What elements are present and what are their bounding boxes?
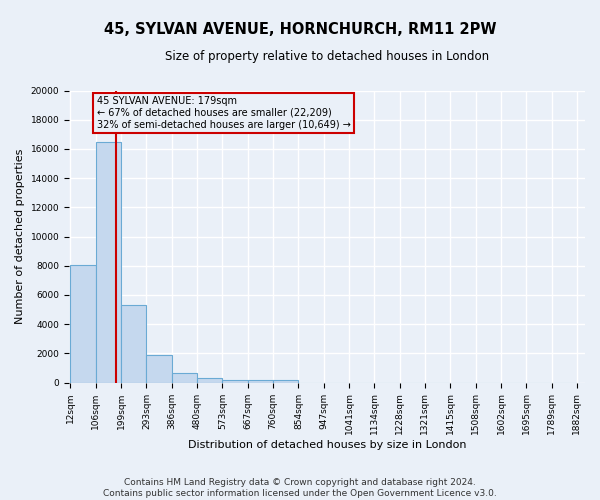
Title: Size of property relative to detached houses in London: Size of property relative to detached ho… <box>165 50 489 63</box>
Text: 45, SYLVAN AVENUE, HORNCHURCH, RM11 2PW: 45, SYLVAN AVENUE, HORNCHURCH, RM11 2PW <box>104 22 496 38</box>
Bar <box>70 265 96 382</box>
X-axis label: Distribution of detached houses by size in London: Distribution of detached houses by size … <box>188 440 466 450</box>
Text: 45 SYLVAN AVENUE: 179sqm
← 67% of detached houses are smaller (22,209)
32% of se: 45 SYLVAN AVENUE: 179sqm ← 67% of detach… <box>97 96 350 130</box>
Bar <box>146 355 172 382</box>
Bar <box>197 378 223 382</box>
Bar <box>121 305 146 382</box>
Text: Contains HM Land Registry data © Crown copyright and database right 2024.
Contai: Contains HM Land Registry data © Crown c… <box>103 478 497 498</box>
Bar <box>172 373 197 382</box>
Bar <box>223 380 248 382</box>
Y-axis label: Number of detached properties: Number of detached properties <box>15 149 25 324</box>
Bar <box>248 380 273 382</box>
Bar <box>273 380 298 382</box>
Bar <box>96 142 121 382</box>
